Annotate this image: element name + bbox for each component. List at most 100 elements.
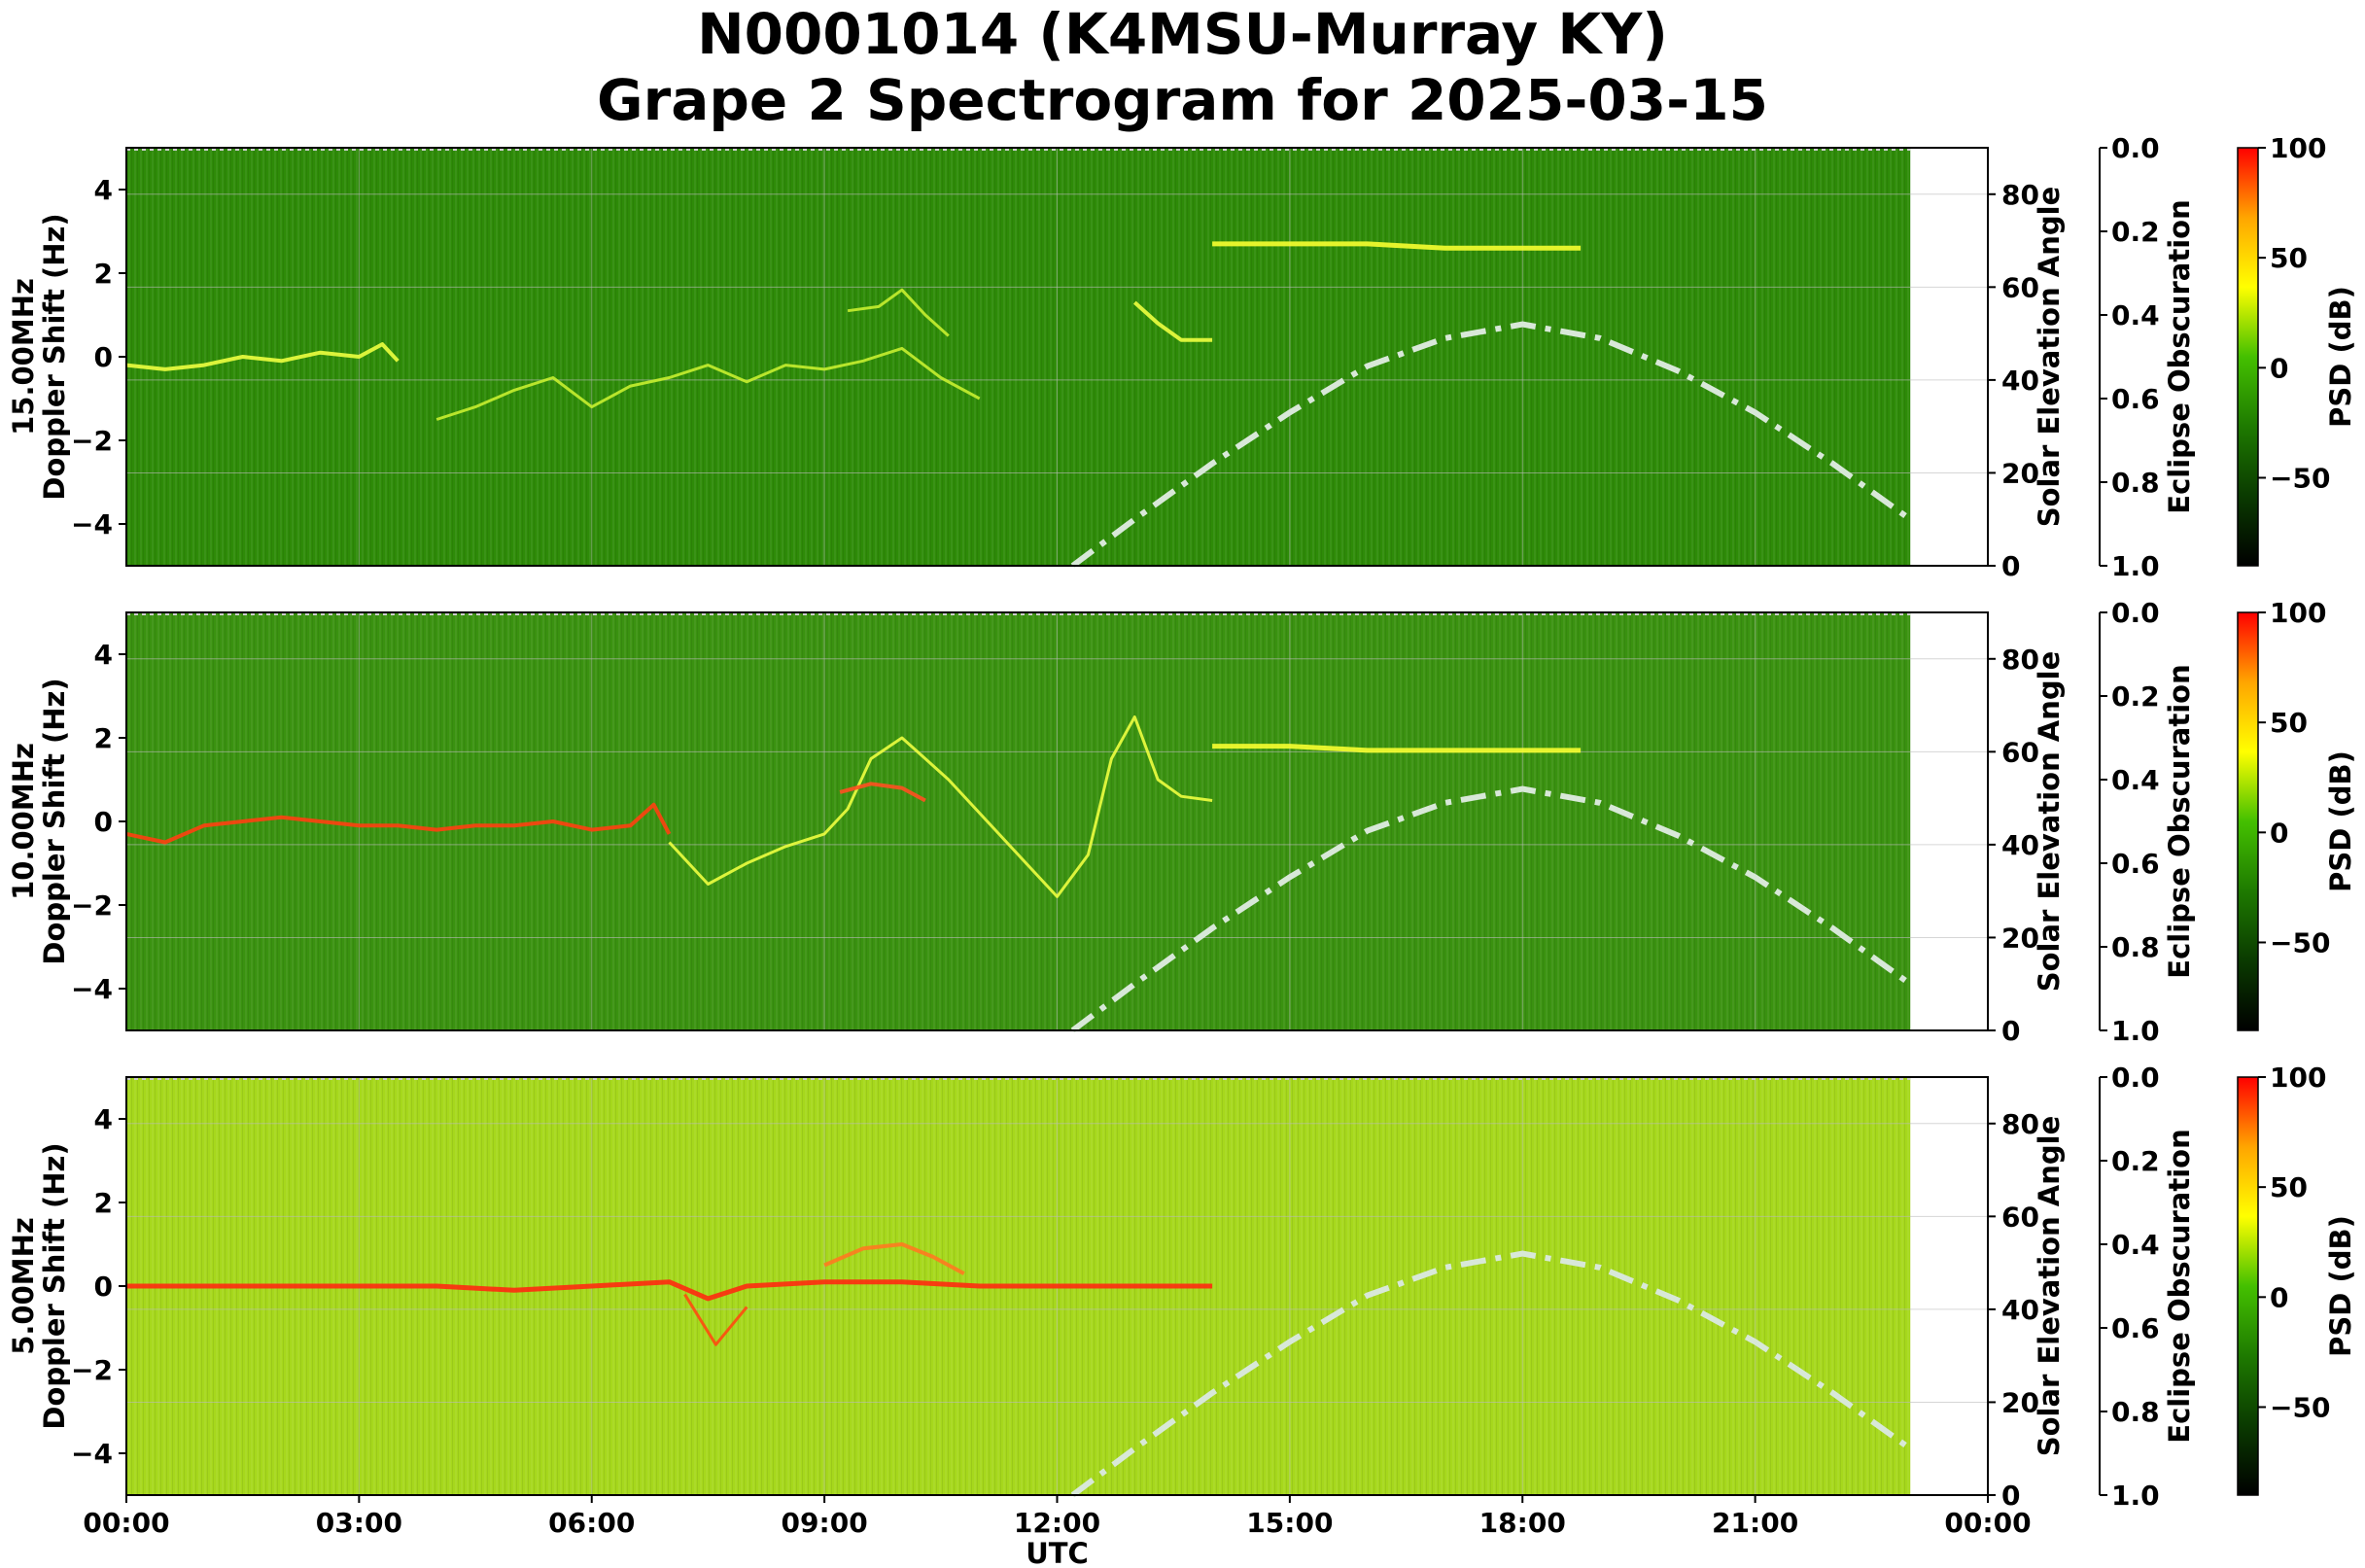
eclipse-tick-label: 0.6: [2111, 383, 2160, 415]
y-tick-label: 0: [94, 341, 113, 373]
x-tick-label: 12:00: [1014, 1507, 1100, 1539]
solar-tick-label: 40: [2001, 1294, 2039, 1326]
solar-tick-label: 60: [2001, 736, 2039, 768]
doppler-trace-0: [125, 342, 400, 371]
solar-tick-label: 60: [2001, 1201, 2039, 1233]
y-tick-label: −4: [71, 973, 113, 1005]
solar-tick-label: 0: [2001, 1015, 2020, 1047]
solar-axis-label: Solar Elevation Angle: [2033, 1116, 2066, 1457]
y-tick-label: −2: [71, 1354, 113, 1386]
x-tick-label: 21:00: [1712, 1507, 1798, 1539]
x-axis-label: UTC: [1026, 1537, 1089, 1568]
solar-elevation-curve: [1070, 785, 1912, 1033]
solar-elevation-curve: [1070, 321, 1912, 569]
doppler-trace-0: [125, 802, 672, 845]
solar-axis-label: Solar Elevation Angle: [2033, 187, 2066, 528]
y-tick-label: −2: [71, 889, 113, 922]
x-tick-label: 00:00: [83, 1507, 169, 1539]
y-axis-label-doppler: Doppler Shift (Hz): [38, 1142, 71, 1429]
colorbar-tick-label: 0: [2270, 352, 2288, 384]
eclipse-axis-label: Eclipse Obscuration: [2163, 199, 2196, 513]
colorbar: [2237, 1076, 2259, 1496]
doppler-trace-2: [823, 1242, 965, 1275]
colorbar-label: PSD (dB): [2324, 1215, 2357, 1357]
doppler-trace-4: [1212, 241, 1582, 251]
solar-tick-label: 40: [2001, 365, 2039, 397]
eclipse-tick-label: 1.0: [2111, 550, 2160, 582]
eclipse-tick-label: 0.4: [2111, 1229, 2160, 1261]
eclipse-tick-label: 0.0: [2111, 1062, 2160, 1094]
eclipse-tick-label: 0.8: [2111, 1396, 2160, 1428]
solar-tick-label: 0: [2001, 550, 2020, 582]
colorbar-label: PSD (dB): [2324, 286, 2357, 428]
y-tick-label: 2: [94, 1187, 113, 1219]
colorbar-tick-label: 50: [2270, 707, 2308, 739]
y-tick-label: 4: [94, 1103, 113, 1135]
colorbar-tick-label: 100: [2270, 1062, 2326, 1094]
eclipse-axis-label: Eclipse Obscuration: [2163, 1129, 2196, 1443]
y-tick-label: −2: [71, 425, 113, 457]
colorbar-tick-label: 0: [2270, 817, 2288, 849]
solar-axis-label: Solar Elevation Angle: [2033, 651, 2066, 993]
eclipse-tick-label: 0.8: [2111, 931, 2160, 963]
y-tick-label: 4: [94, 639, 113, 671]
doppler-trace-3: [1212, 744, 1582, 753]
chart-title-line2: Grape 2 Spectrogram for 2025-03-15: [597, 67, 1768, 133]
solar-tick-label: 0: [2001, 1480, 2020, 1512]
doppler-trace-1: [435, 346, 981, 421]
colorbar-tick-label: −50: [2270, 462, 2330, 494]
chart-title-line1: N0001014 (K4MSU-Murray KY): [697, 1, 1668, 67]
eclipse-tick-label: 0.4: [2111, 299, 2160, 331]
colorbar-tick-label: −50: [2270, 926, 2330, 958]
y-axis-label-frequency: 5.00MHz: [7, 1217, 40, 1355]
eclipse-tick-label: 1.0: [2111, 1015, 2160, 1047]
colorbar-tick-label: 0: [2270, 1281, 2288, 1313]
eclipse-tick-label: 0.6: [2111, 848, 2160, 880]
colorbar: [2237, 147, 2259, 567]
x-tick-label: 00:00: [1944, 1507, 2031, 1539]
x-tick-label: 06:00: [548, 1507, 635, 1539]
y-tick-label: −4: [71, 1438, 113, 1470]
eclipse-tick-label: 0.2: [2111, 1145, 2160, 1177]
solar-tick-label: 80: [2001, 644, 2039, 676]
eclipse-tick-label: 1.0: [2111, 1480, 2160, 1512]
colorbar-tick-label: 50: [2270, 1171, 2308, 1203]
colorbar-tick-label: 50: [2270, 242, 2308, 274]
solar-tick-label: 20: [2001, 922, 2039, 954]
y-tick-label: 4: [94, 174, 113, 206]
y-axis-label-doppler: Doppler Shift (Hz): [38, 213, 71, 500]
colorbar: [2237, 611, 2259, 1031]
spectrogram-texture: [126, 148, 1911, 566]
doppler-trace-2: [839, 782, 926, 803]
doppler-trace-2: [847, 288, 950, 337]
solar-tick-label: 20: [2001, 1386, 2039, 1418]
doppler-trace-1: [683, 1293, 748, 1346]
x-tick-label: 15:00: [1246, 1507, 1333, 1539]
spectrogram-texture: [126, 612, 1911, 1030]
y-tick-label: 0: [94, 806, 113, 838]
solar-tick-label: 80: [2001, 179, 2039, 211]
doppler-trace-0: [126, 1279, 1213, 1302]
eclipse-tick-label: 0.8: [2111, 467, 2160, 499]
colorbar-label: PSD (dB): [2324, 750, 2357, 892]
eclipse-tick-label: 0.6: [2111, 1312, 2160, 1344]
y-axis-label-frequency: 15.00MHz: [7, 278, 40, 436]
y-tick-label: 2: [94, 722, 113, 754]
solar-tick-label: 80: [2001, 1108, 2039, 1140]
y-tick-label: −4: [71, 508, 113, 540]
solar-tick-label: 60: [2001, 271, 2039, 303]
eclipse-tick-label: 0.2: [2111, 216, 2160, 248]
y-axis-label-doppler: Doppler Shift (Hz): [38, 678, 71, 964]
y-tick-label: 0: [94, 1271, 113, 1303]
x-tick-label: 03:00: [316, 1507, 402, 1539]
colorbar-tick-label: −50: [2270, 1391, 2330, 1423]
x-tick-label: 09:00: [782, 1507, 868, 1539]
eclipse-tick-label: 0.0: [2111, 132, 2160, 164]
solar-tick-label: 20: [2001, 457, 2039, 489]
doppler-trace-1: [668, 715, 1213, 898]
doppler-trace-3: [1132, 300, 1213, 342]
